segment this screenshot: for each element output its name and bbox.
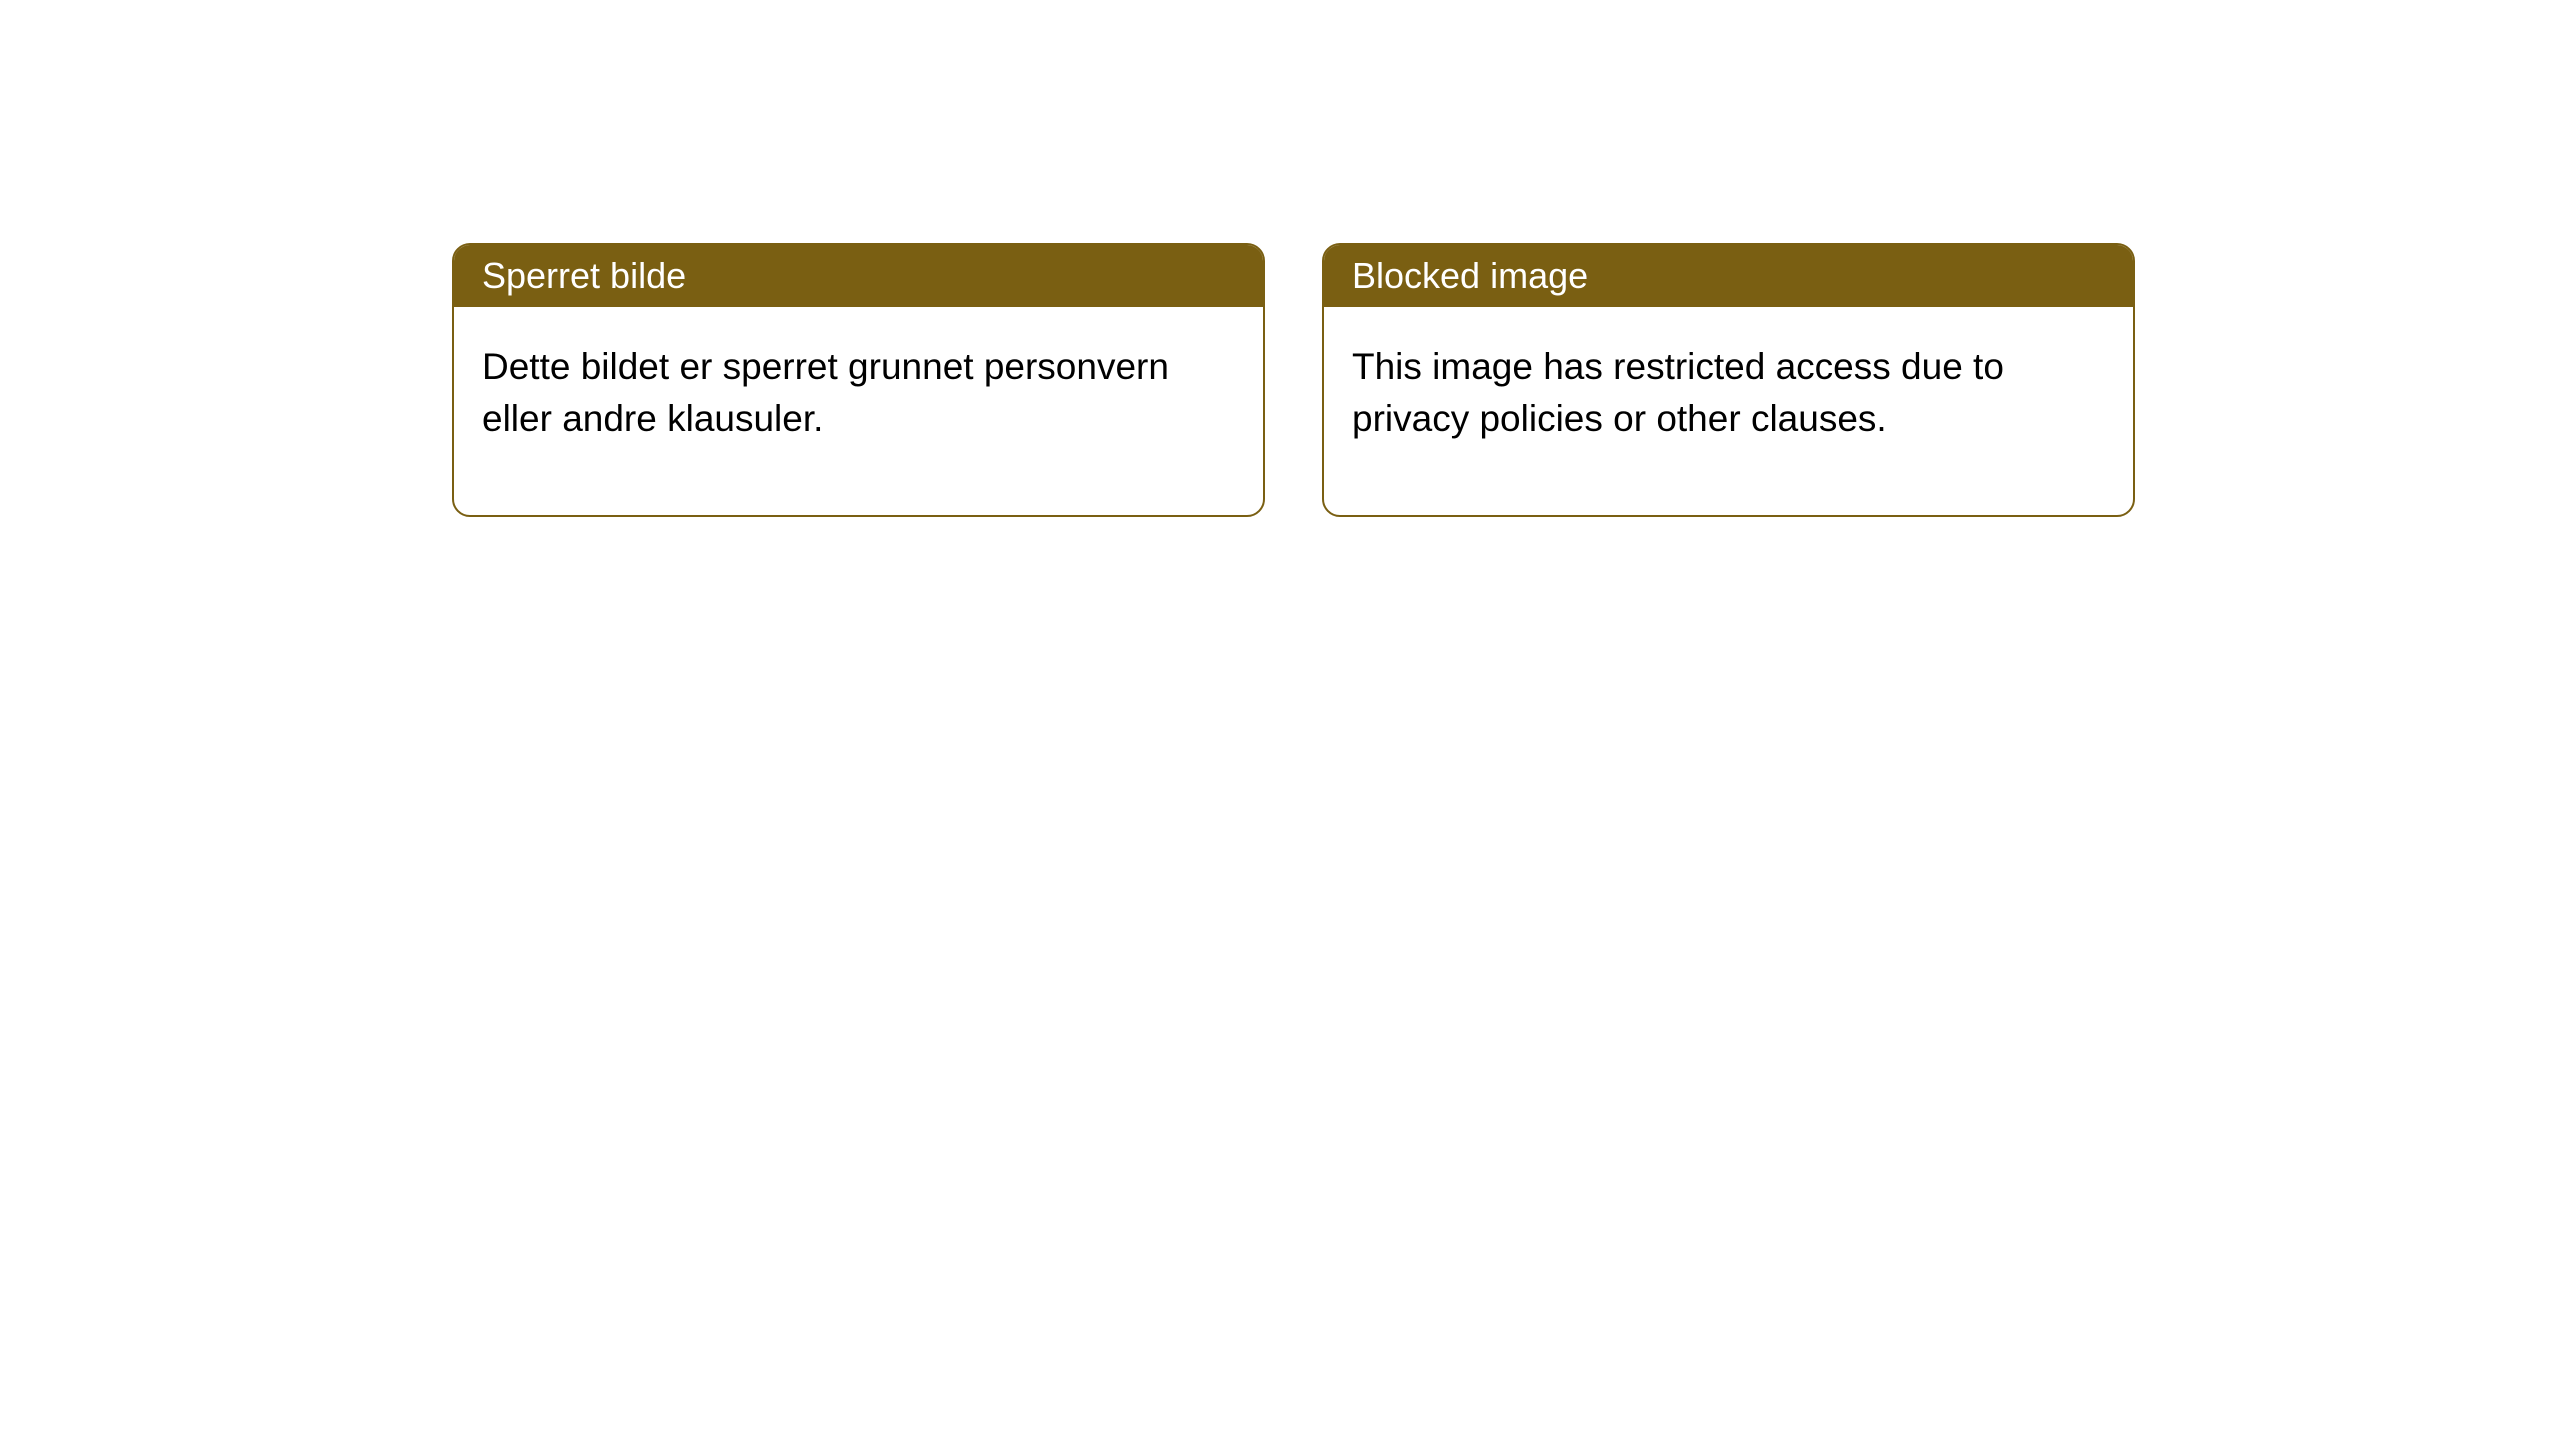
notice-card-text: This image has restricted access due to … (1352, 346, 2004, 439)
notice-card-title: Blocked image (1352, 255, 1588, 296)
notice-card-body: This image has restricted access due to … (1324, 307, 2133, 515)
notice-card-header: Sperret bilde (454, 245, 1263, 307)
notice-card-text: Dette bildet er sperret grunnet personve… (482, 346, 1169, 439)
notice-card-english: Blocked image This image has restricted … (1322, 243, 2135, 517)
notice-card-norwegian: Sperret bilde Dette bildet er sperret gr… (452, 243, 1265, 517)
notice-cards-container: Sperret bilde Dette bildet er sperret gr… (452, 243, 2135, 517)
notice-card-header: Blocked image (1324, 245, 2133, 307)
notice-card-title: Sperret bilde (482, 255, 686, 296)
notice-card-body: Dette bildet er sperret grunnet personve… (454, 307, 1263, 515)
